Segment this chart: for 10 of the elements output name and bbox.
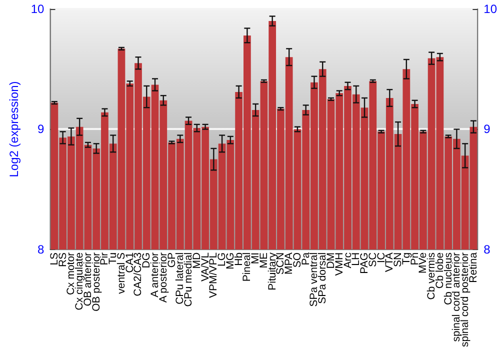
y-tick-label: 9	[38, 122, 45, 136]
y2-tick-label: 8	[484, 242, 491, 256]
x-tick-label: Retina	[467, 252, 480, 283]
x-tick-label: Tg	[400, 252, 412, 265]
x-tick-label: OB posterior	[90, 252, 102, 312]
y-tick-label: 8	[38, 242, 45, 256]
y-tick-label: 10	[30, 2, 45, 16]
y-axis-title: Log2 (expression)	[7, 81, 21, 178]
y2-tick-label: 10	[484, 2, 498, 16]
y2-tick-label: 9	[484, 122, 491, 136]
